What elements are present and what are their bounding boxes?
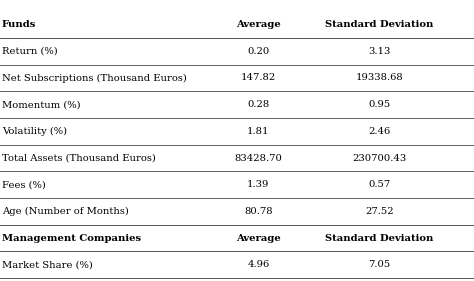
Text: 0.20: 0.20: [247, 47, 269, 56]
Text: Average: Average: [236, 234, 281, 243]
Text: Volatility (%): Volatility (%): [2, 127, 67, 136]
Text: 147.82: 147.82: [241, 73, 276, 83]
Text: 0.28: 0.28: [247, 100, 269, 109]
Text: 27.52: 27.52: [365, 207, 393, 216]
Text: Net Subscriptions (Thousand Euros): Net Subscriptions (Thousand Euros): [2, 73, 187, 83]
Text: 230700.43: 230700.43: [352, 153, 406, 163]
Text: 80.78: 80.78: [244, 207, 273, 216]
Text: 3.13: 3.13: [368, 47, 391, 56]
Text: 19338.68: 19338.68: [356, 73, 403, 83]
Text: 1.81: 1.81: [247, 127, 270, 136]
Text: Average: Average: [236, 20, 281, 29]
Text: 7.05: 7.05: [368, 260, 390, 269]
Text: Standard Deviation: Standard Deviation: [325, 20, 433, 29]
Text: Market Share (%): Market Share (%): [2, 260, 93, 269]
Text: 1.39: 1.39: [247, 180, 270, 189]
Text: 0.95: 0.95: [368, 100, 390, 109]
Text: Management Companies: Management Companies: [2, 234, 141, 243]
Text: Total Assets (Thousand Euros): Total Assets (Thousand Euros): [2, 153, 156, 163]
Text: Funds: Funds: [2, 20, 36, 29]
Text: 83428.70: 83428.70: [234, 153, 283, 163]
Text: 4.96: 4.96: [247, 260, 269, 269]
Text: 2.46: 2.46: [368, 127, 390, 136]
Text: Momentum (%): Momentum (%): [2, 100, 81, 109]
Text: Age (Number of Months): Age (Number of Months): [2, 207, 129, 216]
Text: 0.57: 0.57: [368, 180, 390, 189]
Text: Fees (%): Fees (%): [2, 180, 46, 189]
Text: Standard Deviation: Standard Deviation: [325, 234, 433, 243]
Text: Return (%): Return (%): [2, 47, 58, 56]
